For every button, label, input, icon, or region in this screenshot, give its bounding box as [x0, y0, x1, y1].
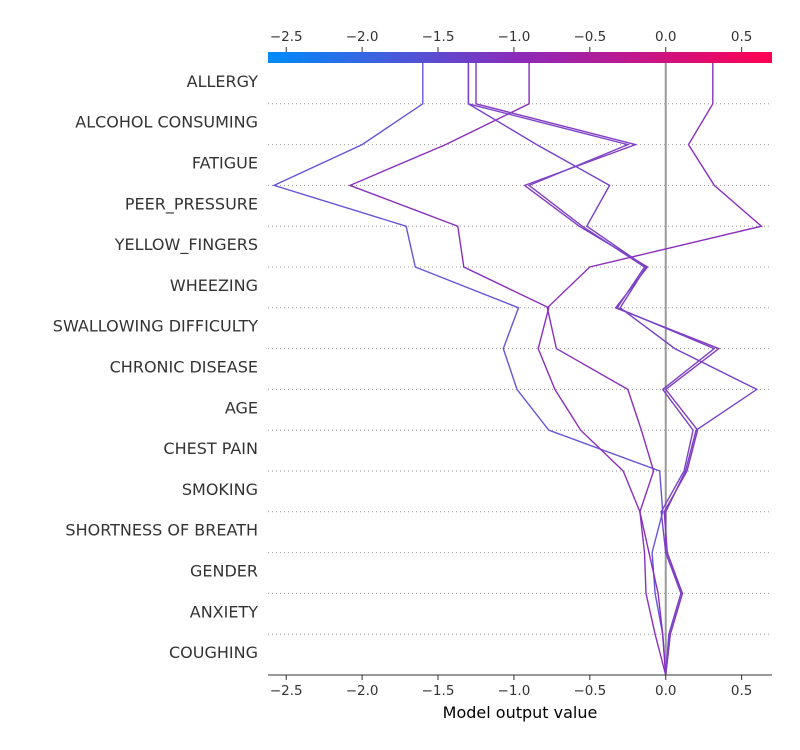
feature-label: YELLOW_FINGERS: [114, 235, 258, 255]
feature-label: ANXIETY: [190, 602, 258, 621]
x-axis: −2.5 −2.0 −1.5 −1.0 −0.5 0.0 0.5: [268, 674, 772, 699]
feature-label: SHORTNESS OF BREATH: [65, 521, 258, 540]
grid-lines: [268, 103, 772, 635]
feature-label: COUGHING: [169, 643, 258, 662]
decision-line: [546, 63, 763, 676]
x-tick-label: 0.5: [731, 683, 752, 699]
x-tick-label: −0.5: [573, 683, 606, 699]
x-tick-label: −1.5: [422, 683, 455, 699]
feature-label: ALCOHOL CONSUMING: [75, 113, 258, 132]
colorbar-tick-label: 0.0: [655, 29, 676, 45]
colorbar: −2.5 −2.0 −1.5 −1.0 −0.5 0.0 0.5: [268, 29, 772, 63]
feature-label: CHRONIC DISEASE: [110, 358, 258, 377]
decision-line: [467, 63, 759, 676]
x-tick-label: −1.0: [498, 683, 531, 699]
decision-line: [475, 63, 721, 676]
feature-label: CHEST PAIN: [163, 439, 258, 458]
feature-labels: ALLERGY ALCOHOL CONSUMING FATIGUE PEER_PR…: [53, 72, 258, 662]
x-axis-title: Model output value: [443, 703, 598, 722]
colorbar-tick-label: −2.0: [346, 29, 379, 45]
colorbar-bar: [268, 52, 772, 63]
decision-line: [348, 63, 667, 676]
x-tick-label: −2.0: [346, 683, 379, 699]
decision-lines: [272, 63, 763, 676]
feature-label: SMOKING: [182, 480, 258, 499]
colorbar-tick-label: −2.5: [270, 29, 303, 45]
feature-label: AGE: [225, 398, 258, 417]
feature-label: GENDER: [190, 562, 258, 581]
feature-label: FATIGUE: [192, 154, 258, 173]
decision-line: [467, 63, 716, 676]
x-tick-label: −2.5: [270, 683, 303, 699]
colorbar-tick-label: −0.5: [573, 29, 606, 45]
colorbar-tick-label: 0.5: [731, 29, 752, 45]
feature-label: PEER_PRESSURE: [125, 194, 258, 214]
x-tick-label: 0.0: [655, 683, 676, 699]
colorbar-tick-label: −1.5: [422, 29, 455, 45]
feature-label: ALLERGY: [187, 72, 259, 91]
feature-label: WHEEZING: [170, 276, 258, 295]
feature-label: SWALLOWING DIFFICULTY: [53, 317, 258, 336]
colorbar-tick-label: −1.0: [498, 29, 531, 45]
